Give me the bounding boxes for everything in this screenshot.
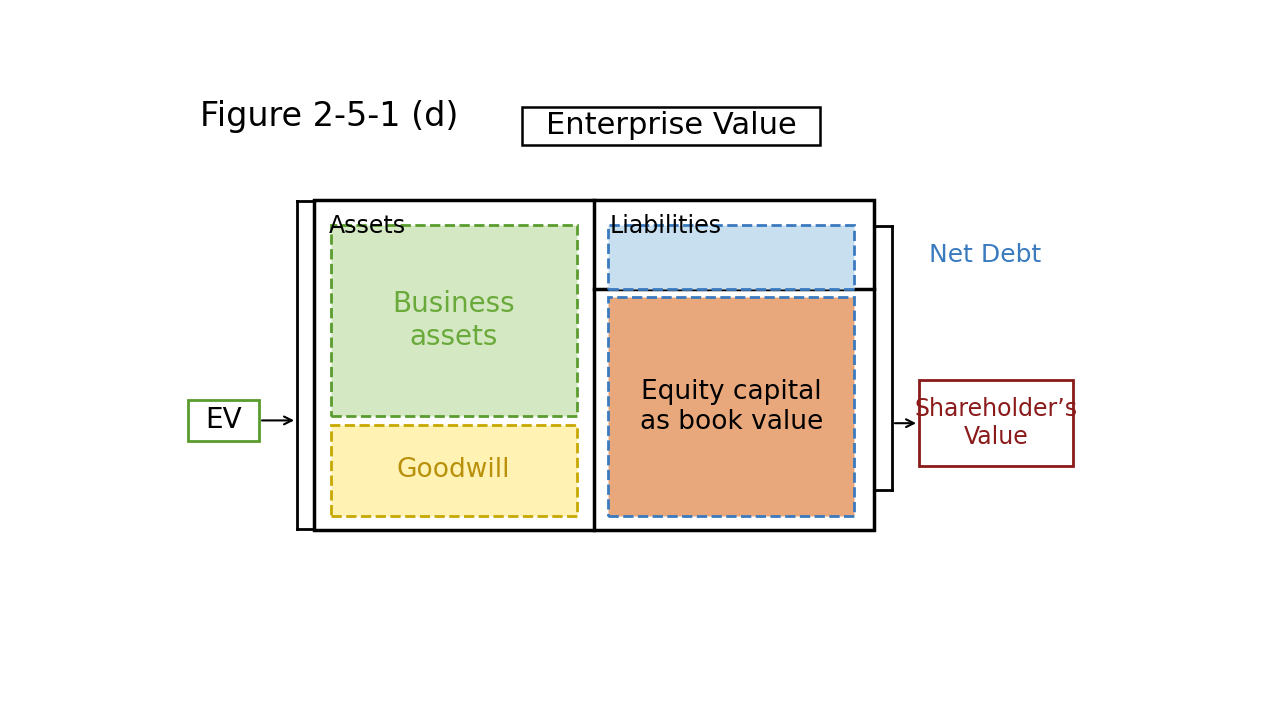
FancyBboxPatch shape: [522, 107, 819, 145]
FancyBboxPatch shape: [919, 380, 1073, 466]
FancyBboxPatch shape: [608, 225, 855, 289]
FancyBboxPatch shape: [188, 400, 259, 441]
Text: Business
assets: Business assets: [392, 290, 515, 351]
FancyBboxPatch shape: [608, 297, 855, 516]
FancyBboxPatch shape: [330, 225, 576, 416]
Text: Assets: Assets: [329, 214, 406, 238]
Text: Equity capital
as book value: Equity capital as book value: [640, 379, 823, 435]
FancyBboxPatch shape: [330, 425, 576, 516]
Text: Liabilities: Liabilities: [609, 214, 722, 238]
Text: Enterprise Value: Enterprise Value: [545, 112, 796, 140]
Text: Figure 2-5-1 (d): Figure 2-5-1 (d): [200, 100, 458, 133]
Text: Net Debt: Net Debt: [929, 243, 1041, 268]
Text: Goodwill: Goodwill: [397, 457, 511, 483]
FancyBboxPatch shape: [314, 200, 874, 530]
Text: Shareholder’s
Value: Shareholder’s Value: [914, 397, 1078, 449]
Text: EV: EV: [205, 406, 242, 434]
